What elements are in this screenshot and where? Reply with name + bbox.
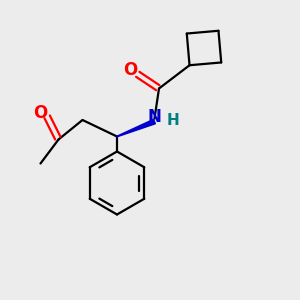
Text: N: N xyxy=(148,108,161,126)
Polygon shape xyxy=(117,119,155,137)
Text: H: H xyxy=(166,113,179,128)
Text: O: O xyxy=(33,103,47,122)
Text: O: O xyxy=(123,61,137,79)
